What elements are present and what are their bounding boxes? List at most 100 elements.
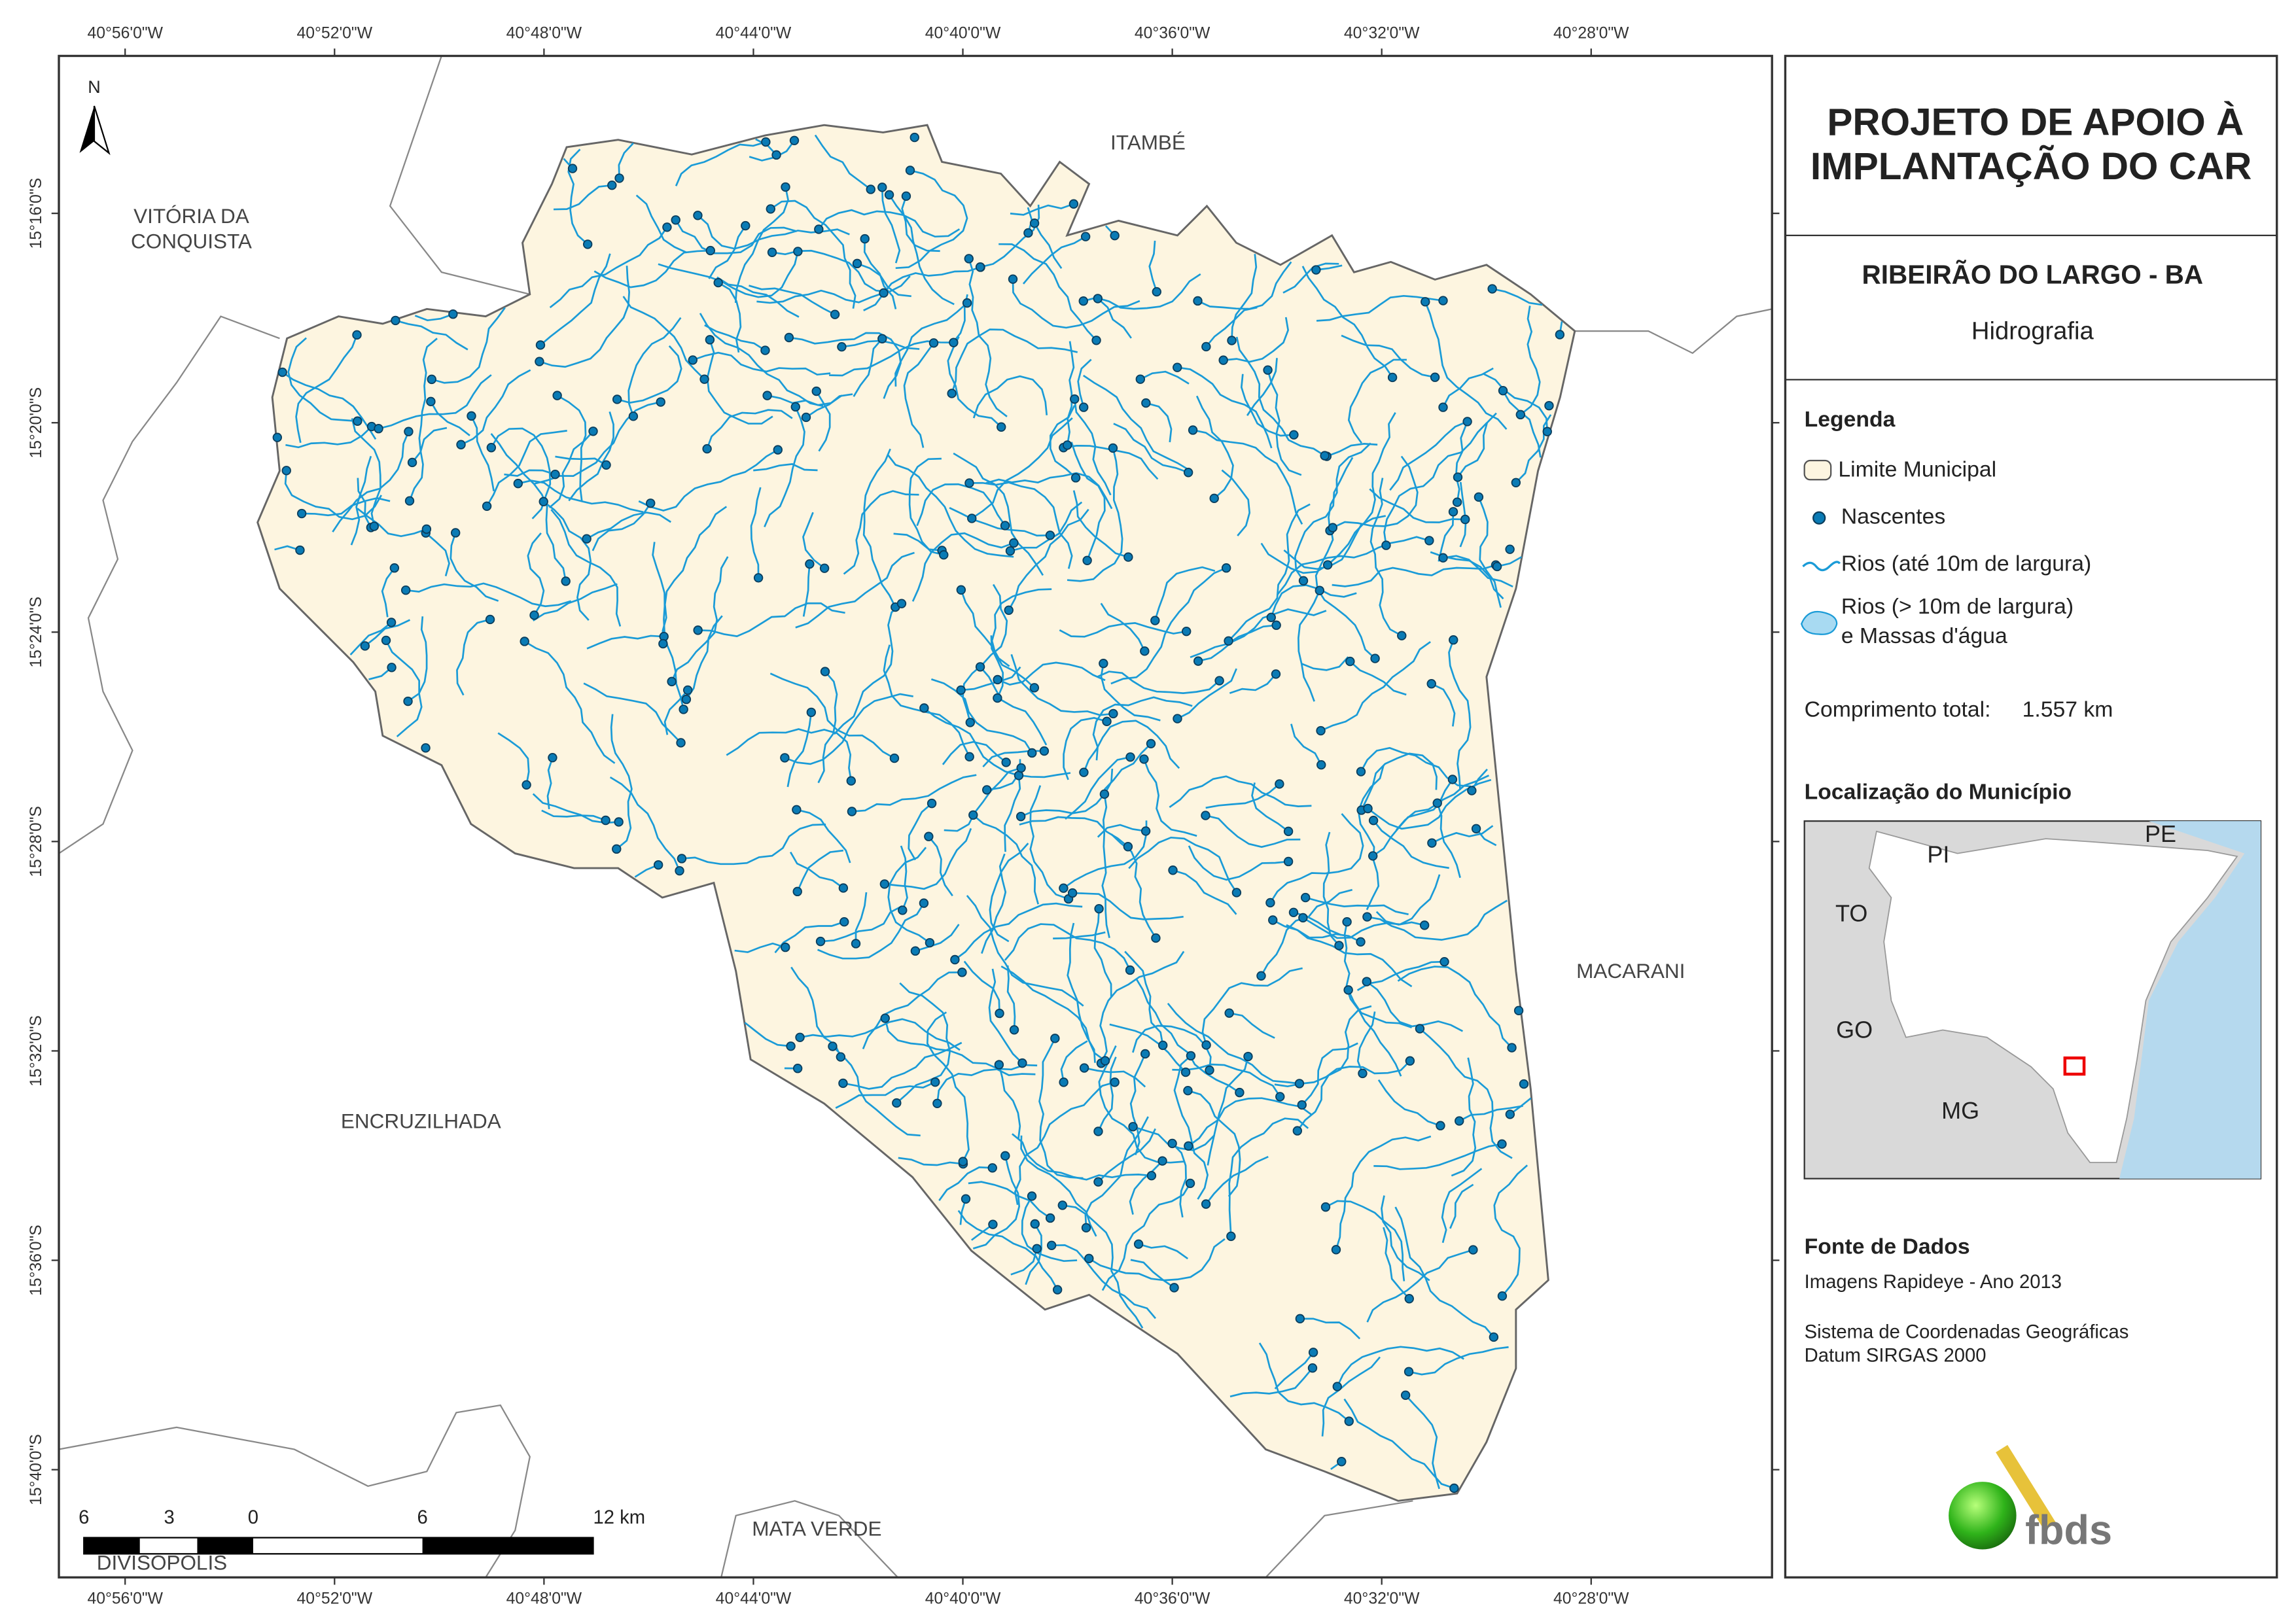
river (1063, 717, 1107, 780)
spring (1016, 763, 1026, 773)
spring (1201, 341, 1211, 352)
river (786, 712, 813, 788)
river (406, 582, 572, 608)
spring (1400, 1390, 1411, 1401)
lat-label: 15°36'0"S (27, 1225, 45, 1296)
spring (1079, 767, 1089, 777)
spring (1227, 336, 1237, 345)
river (1246, 358, 1278, 416)
river (928, 835, 953, 897)
spring (838, 1078, 848, 1089)
legend-river-symbol (1802, 561, 1841, 572)
river (855, 892, 868, 944)
spring (1307, 1363, 1318, 1373)
spring (1221, 563, 1231, 573)
spring (675, 865, 684, 876)
river (412, 427, 448, 463)
spring (1214, 676, 1224, 686)
spring (1082, 555, 1092, 565)
spring (1404, 1294, 1414, 1304)
spring (819, 563, 830, 573)
river (1070, 442, 1106, 561)
spring (1093, 1126, 1103, 1136)
spring (1544, 400, 1554, 411)
spring (467, 411, 476, 421)
spring (793, 247, 803, 256)
legend-waterbody-symbol (1801, 610, 1838, 635)
spring (1201, 1040, 1211, 1050)
river (1349, 661, 1407, 696)
spring (1436, 1121, 1445, 1130)
spring (607, 180, 617, 190)
spring (1263, 365, 1273, 375)
spring (1140, 646, 1150, 656)
spring (784, 332, 794, 343)
lon-label: 40°36'0"W (1135, 24, 1210, 42)
river (1010, 654, 1114, 716)
legend-heading: Legenda (1805, 407, 1896, 432)
river (953, 452, 1044, 576)
north-label: N (88, 77, 101, 97)
spring (847, 807, 857, 816)
spring (1283, 826, 1294, 837)
spring (965, 718, 975, 727)
spring (601, 460, 611, 470)
river (1515, 414, 1552, 483)
river (997, 661, 1106, 686)
spring (932, 1098, 942, 1108)
river (627, 317, 682, 417)
river (1008, 508, 1089, 611)
river (815, 391, 831, 452)
spring (1460, 514, 1470, 525)
river (998, 243, 1097, 341)
spring (1426, 679, 1436, 689)
spring (1023, 228, 1033, 238)
river (1025, 1223, 1043, 1285)
spring (792, 886, 802, 897)
spring (1146, 739, 1156, 749)
logo-text: fbds (2025, 1507, 2112, 1553)
river (706, 409, 793, 449)
river (764, 406, 805, 528)
river (1148, 240, 1158, 292)
river (1097, 298, 1132, 339)
river (734, 942, 786, 953)
spring (389, 563, 400, 573)
river (1073, 398, 1112, 496)
neighbor-label: ENCRUZILHADA (341, 1109, 501, 1133)
river (540, 253, 611, 346)
spring (811, 386, 821, 396)
river (1296, 1005, 1372, 1132)
legend-item: Nascentes (1841, 504, 1945, 529)
river (991, 588, 1052, 689)
river (883, 644, 970, 758)
spring (1462, 417, 1472, 427)
spring (702, 444, 712, 454)
river (378, 374, 492, 430)
legend-item: Limite Municipal (1838, 457, 1996, 482)
river (789, 851, 844, 889)
river (884, 1018, 1038, 1071)
spring (1001, 758, 1011, 767)
river (947, 336, 1002, 428)
river (1010, 203, 1074, 216)
river (1138, 1243, 1189, 1260)
river (796, 809, 851, 864)
river (1405, 1394, 1440, 1490)
spring (1455, 1116, 1464, 1126)
spring (1000, 1151, 1010, 1161)
spring (964, 254, 974, 264)
spring (1345, 656, 1355, 667)
river (805, 393, 853, 419)
spring (1308, 1348, 1318, 1357)
spring (400, 585, 411, 595)
river (788, 332, 902, 399)
river (756, 289, 884, 304)
spring (792, 1064, 803, 1073)
spring (548, 752, 557, 763)
spring (1331, 1245, 1341, 1255)
spring (1315, 585, 1324, 595)
spring (1405, 1056, 1415, 1066)
spring (1438, 296, 1448, 305)
spring (582, 534, 592, 544)
